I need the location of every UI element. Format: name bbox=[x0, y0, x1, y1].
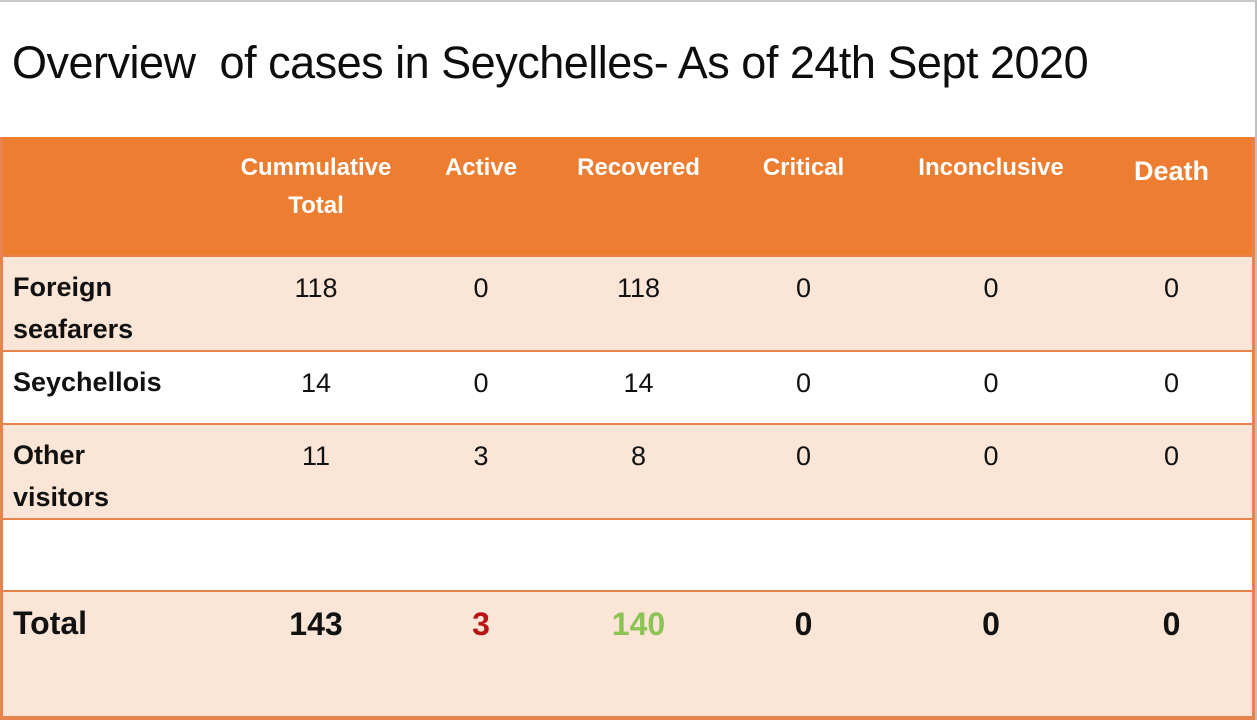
cell-total-inconclusive: 0 bbox=[982, 606, 1000, 642]
row-label: Foreign seafarers bbox=[13, 272, 134, 344]
cell-active bbox=[401, 520, 561, 590]
cell-total-death: 0 bbox=[1162, 606, 1181, 642]
cell-death: 0 bbox=[1163, 368, 1180, 398]
cell-death: 0 bbox=[1163, 441, 1180, 471]
row-label-total: Total bbox=[13, 605, 88, 641]
column-header-blank bbox=[3, 137, 231, 255]
table-row-total: Total 143 3 140 0 0 0 bbox=[3, 592, 1252, 716]
row-label: Other visitors bbox=[13, 440, 110, 512]
column-header-inconclusive: Inconclusive bbox=[918, 154, 1064, 181]
cell-active: 0 bbox=[473, 273, 489, 303]
cell-inconclusive bbox=[891, 520, 1091, 590]
column-header-death: Death bbox=[1133, 156, 1209, 186]
cell-critical: 0 bbox=[795, 441, 812, 471]
slide-title: Overview of cases in Seychelles- As of 2… bbox=[12, 37, 1089, 88]
cell-total-cummulative: 143 bbox=[289, 606, 343, 642]
cell-recovered: 14 bbox=[623, 368, 654, 398]
column-header-recovered: Recovered bbox=[577, 154, 700, 181]
cases-overview-table: Cummulative Total Active Recovered Criti… bbox=[0, 137, 1255, 716]
cell-active: 3 bbox=[473, 441, 489, 471]
cell-recovered bbox=[561, 520, 716, 590]
cell-recovered: 118 bbox=[616, 273, 661, 303]
cell-critical: 0 bbox=[795, 273, 812, 303]
cell-critical: 0 bbox=[795, 368, 812, 398]
cell-inconclusive: 0 bbox=[983, 368, 999, 398]
cell-cummulative-total: 118 bbox=[294, 273, 338, 303]
cell-active: 0 bbox=[473, 368, 489, 398]
column-header-cummulative-total: Cummulative Total bbox=[240, 154, 392, 219]
table-row-spacer bbox=[3, 520, 1252, 592]
table-row-other-visitors: Other visitors 11 3 8 0 0 0 bbox=[3, 425, 1252, 520]
cell-death bbox=[1091, 520, 1252, 590]
cell-inconclusive: 0 bbox=[983, 273, 999, 303]
column-header-critical: Critical bbox=[762, 154, 845, 181]
cell-cummulative-total: 11 bbox=[301, 441, 331, 471]
cell-total-active: 3 bbox=[472, 606, 490, 642]
cell-inconclusive: 0 bbox=[983, 441, 999, 471]
cell-cummulative-total: 14 bbox=[300, 368, 332, 398]
bottom-accent-bar bbox=[0, 716, 1255, 720]
row-label: Seychellois bbox=[13, 367, 162, 397]
cell-recovered: 8 bbox=[630, 441, 647, 471]
table-row-foreign-seafarers: Foreign seafarers 118 0 118 0 0 0 bbox=[3, 257, 1252, 352]
table-header-row: Cummulative Total Active Recovered Criti… bbox=[3, 137, 1252, 257]
cell-cummulative-total bbox=[231, 520, 401, 590]
table-row-seychellois: Seychellois 14 0 14 0 0 0 bbox=[3, 352, 1252, 425]
cell-total-critical: 0 bbox=[794, 606, 813, 642]
column-header-active: Active bbox=[444, 154, 518, 181]
cell-total-recovered: 140 bbox=[611, 606, 666, 642]
row-label bbox=[3, 520, 231, 590]
cell-death: 0 bbox=[1163, 273, 1180, 303]
cell-critical bbox=[716, 520, 891, 590]
